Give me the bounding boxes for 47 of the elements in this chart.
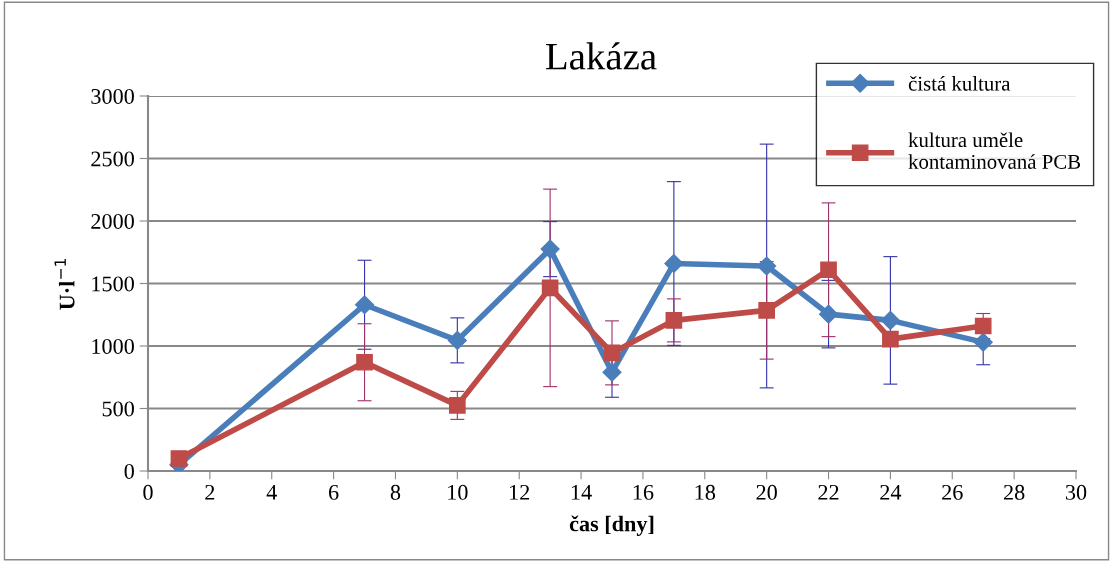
point [603,344,621,362]
point [758,302,776,319]
x-tick-label: 8 [390,484,401,500]
legend-label: čistá kultura [908,76,1011,91]
x-tick-label: 0 [143,484,153,500]
x-tick-label: 28 [1004,484,1025,500]
point [664,253,684,274]
point [602,362,622,382]
x-tick-label: 4 [266,484,277,500]
point [974,317,992,335]
y-axis-title: U·l$^{−1}$ [54,258,75,310]
point [882,330,899,348]
y-tick-label: 0 [124,463,134,479]
x-tick-label: 16 [633,484,654,500]
x-tick-label: 12 [510,484,530,500]
chart-title: Lakáza [546,42,657,70]
x-tick-label: 2 [205,484,215,500]
point [540,239,560,259]
x-tick-label: 20 [756,484,777,500]
y-tick-label: 2000 [91,213,134,229]
point [820,261,837,279]
point [541,279,559,297]
x-tick-label: 18 [695,484,716,500]
x-tick-label: 10 [448,484,468,500]
y-tick-label: 3000 [91,88,134,104]
x-tick-label: 26 [942,484,963,500]
x-axis-title: čas [dny] [569,515,654,536]
point [818,304,839,324]
point [757,256,777,276]
y-tick-label: 1500 [92,276,134,292]
x-tick-label: 24 [880,484,902,500]
point [880,310,900,330]
y-tick-label: 2500 [91,151,134,167]
x-tick-label: 30 [1065,484,1087,500]
point [170,450,188,467]
point [447,330,467,350]
point [448,397,466,414]
x-tick-label: 22 [818,484,839,500]
point [354,295,375,315]
point [665,312,683,329]
x-tick-label: 14 [571,484,592,500]
legend-label: kultura uměle kontaminovaná PCB [908,132,1081,169]
point [973,332,993,352]
x-tick-label: 6 [329,484,339,500]
point [356,353,373,371]
y-tick-label: 500 [102,401,134,417]
y-tick-label: 1000 [92,338,134,354]
